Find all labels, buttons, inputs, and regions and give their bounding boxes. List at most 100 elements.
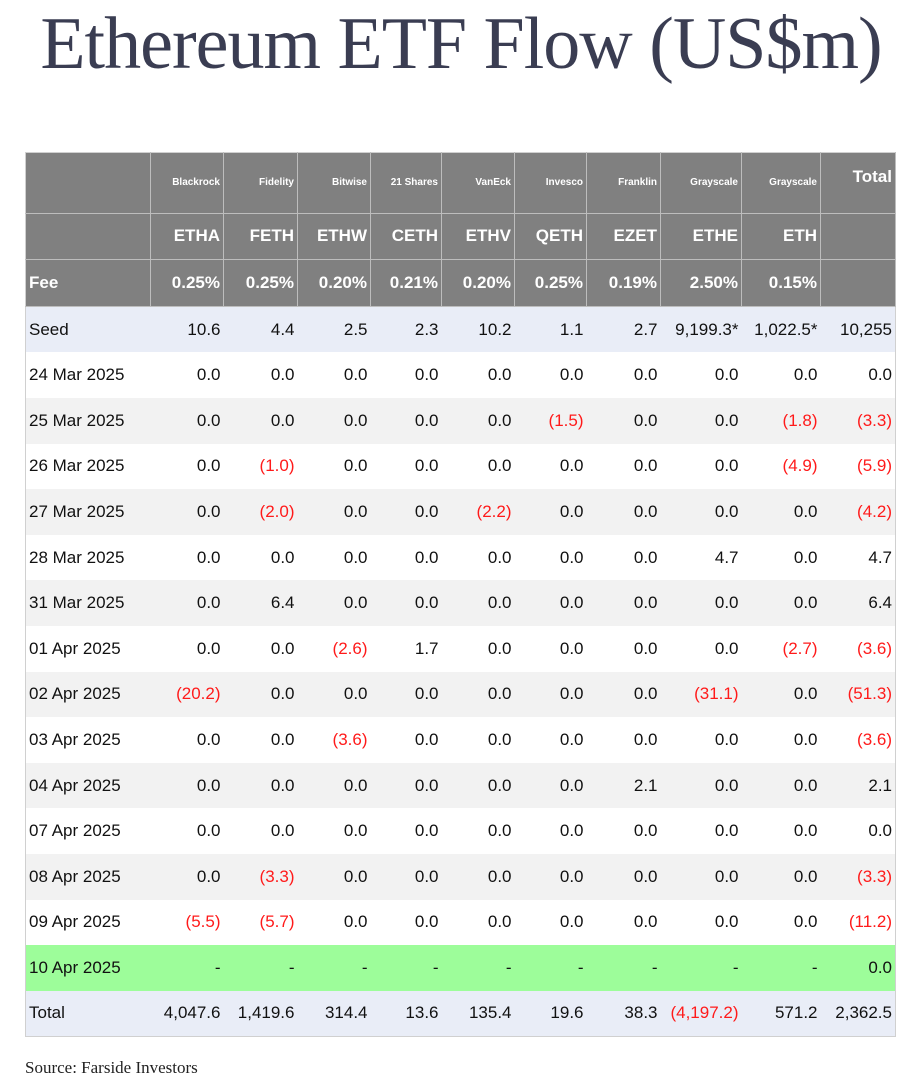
issuer-header: Invesco xyxy=(514,152,587,214)
flow-cell: 0.0 xyxy=(196,410,221,430)
header-empty-cell xyxy=(820,259,896,307)
flow-cell: (1.8) xyxy=(782,410,818,430)
flow-cell: 0.0 xyxy=(793,365,818,385)
flow-cell: 0.0 xyxy=(793,501,818,521)
flow-cell: 0.0 xyxy=(714,775,739,795)
flow-cell: 314.4 xyxy=(324,1003,368,1023)
row-label: 28 Mar 2025 xyxy=(29,547,125,567)
flow-cell: 2.5 xyxy=(343,319,368,339)
flow-cell: 0.0 xyxy=(414,866,439,886)
total-header: Total xyxy=(820,152,896,214)
row-total-cell: 0.0 xyxy=(868,821,892,841)
row-total-cell: (11.2) xyxy=(848,912,892,932)
flow-cell: 1.7 xyxy=(414,638,439,658)
table-row: 07 Apr 2025 0.0 0.0 0.0 0.0 0.0 0.0 0.0 0.0 0.0 0.… xyxy=(26,808,896,854)
flow-cell: 0.0 xyxy=(414,775,439,795)
row-label: 24 Mar 2025 xyxy=(29,365,125,385)
flow-cell: 4,047.6 xyxy=(163,1003,221,1023)
flow-cell: - xyxy=(361,957,368,977)
flow-cell: 0.0 xyxy=(714,866,739,886)
flow-cell: 135.4 xyxy=(468,1003,512,1023)
row-label: 02 Apr 2025 xyxy=(29,684,121,704)
row-total-cell: (3.6) xyxy=(857,729,892,749)
flow-cell: (5.7) xyxy=(259,912,295,932)
row-total-cell: 2,362.5 xyxy=(835,1003,892,1023)
ticker-header: CETH xyxy=(370,213,442,261)
flow-cell: 1,419.6 xyxy=(237,1003,295,1023)
flow-cell: 0.0 xyxy=(414,912,439,932)
flow-cell: 0.0 xyxy=(343,866,368,886)
row-total-cell: (51.3) xyxy=(847,684,892,704)
row-label: 27 Mar 2025 xyxy=(29,501,125,521)
flow-cell: 2.3 xyxy=(414,319,439,339)
fee-cell: 0.25% xyxy=(223,259,298,307)
table-row: 10 Apr 2025 - - - - - - - - - 0.0 xyxy=(25,945,896,991)
ticker-header: QETH xyxy=(514,213,587,261)
flow-cell: 0.0 xyxy=(196,821,221,841)
row-label: Seed xyxy=(29,319,69,339)
flow-cell: - xyxy=(505,957,512,977)
issuer-header: VanEck xyxy=(441,152,515,214)
fee-cell: 0.21% xyxy=(370,259,442,307)
flow-cell: (2.0) xyxy=(259,501,295,521)
flow-cell: 0.0 xyxy=(793,912,818,932)
flow-cell: 0.0 xyxy=(343,547,368,567)
flow-cell: 0.0 xyxy=(270,365,295,385)
issuer-header: Franklin xyxy=(586,152,661,214)
flow-cell: 0.0 xyxy=(196,866,221,886)
flow-cell: (2.2) xyxy=(476,501,512,521)
flow-cell: 0.0 xyxy=(487,729,512,749)
issuer-header: Blackrock xyxy=(150,152,224,214)
row-total-cell: 6.4 xyxy=(868,593,892,613)
table-row: 09 Apr 2025 (5.5) (5.7) 0.0 0.0 0.0 0.0 0.0 0.0 0… xyxy=(26,900,896,946)
flow-cell: 0.0 xyxy=(559,912,584,932)
flow-cell: 0.0 xyxy=(559,684,584,704)
flow-cell: 0.0 xyxy=(196,547,221,567)
table-row: 26 Mar 2025 0.0 (1.0) 0.0 0.0 0.0 0.0 0.0 0.0 (4.… xyxy=(26,444,896,490)
flow-cell: 0.0 xyxy=(343,821,368,841)
flow-cell: (2.7) xyxy=(782,638,818,658)
flow-cell: 0.0 xyxy=(714,912,739,932)
flow-cell: 0.0 xyxy=(793,866,818,886)
flow-cell: 0.0 xyxy=(714,365,739,385)
flow-cell: (3.3) xyxy=(259,866,295,886)
flow-cell: (4.9) xyxy=(782,456,818,476)
row-total-cell: (3.3) xyxy=(857,410,892,430)
flow-cell: 10.2 xyxy=(478,319,512,339)
table-row: 08 Apr 2025 0.0 (3.3) 0.0 0.0 0.0 0.0 0.0 0.0 0.0… xyxy=(25,853,896,900)
flow-cell: 0.0 xyxy=(633,684,658,704)
flow-cell: - xyxy=(577,957,584,977)
row-label: 26 Mar 2025 xyxy=(29,456,125,476)
issuer-header: Grayscale xyxy=(741,152,821,214)
row-total-cell: (3.6) xyxy=(857,638,892,658)
row-label: 09 Apr 2025 xyxy=(29,912,121,932)
flow-cell: 0.0 xyxy=(714,410,739,430)
row-label: 10 Apr 2025 xyxy=(29,957,121,977)
flow-cell: 0.0 xyxy=(343,912,368,932)
flow-cell: 0.0 xyxy=(793,684,818,704)
fee-header-row: Fee 0.25% 0.25% 0.20% 0.21% 0.20% 0.25% 0.19% 2… xyxy=(25,259,896,307)
flow-cell: 0.0 xyxy=(343,593,368,613)
flow-cell: 0.0 xyxy=(633,593,658,613)
issuer-header: Bitwise xyxy=(297,152,371,214)
flow-cell: 38.3 xyxy=(624,1003,658,1023)
ticker-header-row: ETHA FETH ETHW CETH ETHV QETH EZET ETHE ETH xyxy=(25,213,896,261)
flow-cell: 0.0 xyxy=(196,365,221,385)
flow-cell: 0.0 xyxy=(633,866,658,886)
flow-cell: 0.0 xyxy=(559,365,584,385)
flow-cell: 0.0 xyxy=(714,456,739,476)
flow-cell: 1.1 xyxy=(559,319,584,339)
flow-cell: 0.0 xyxy=(270,775,295,795)
flow-cell: (1.5) xyxy=(548,410,584,430)
ticker-header: ETHE xyxy=(660,213,742,261)
table-row: 28 Mar 2025 0.0 0.0 0.0 0.0 0.0 0.0 0.0 4.7 0.0 4.… xyxy=(26,535,896,581)
flow-cell: - xyxy=(432,957,439,977)
header-empty-cell xyxy=(25,152,151,214)
flow-cell: 0.0 xyxy=(343,410,368,430)
flow-cell: 0.0 xyxy=(487,912,512,932)
flow-cell: 0.0 xyxy=(714,638,739,658)
flow-cell: 1,022.5* xyxy=(754,319,818,339)
flow-cell: (20.2) xyxy=(176,684,221,704)
table-row: 24 Mar 2025 0.0 0.0 0.0 0.0 0.0 0.0 0.0 0.0 0.0 0.… xyxy=(26,352,896,398)
header-empty-cell xyxy=(820,213,896,261)
